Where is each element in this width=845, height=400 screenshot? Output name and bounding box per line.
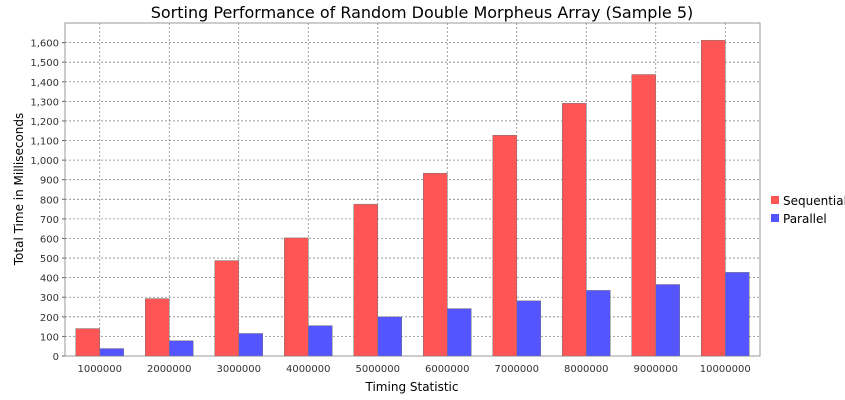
legend-swatch-parallel — [771, 214, 779, 222]
y-tick-label: 1,400 — [30, 78, 59, 89]
y-tick-label: 200 — [40, 313, 59, 324]
x-tick-label: 4000000 — [286, 364, 331, 375]
bar-parallel-1000000 — [99, 348, 124, 357]
legend-label-sequential: Sequential — [783, 194, 845, 208]
x-axis-ticks: 1000000 2000000 3000000 4000000 5000000 60000… — [77, 364, 750, 375]
x-tick-label: 5000000 — [355, 364, 400, 375]
y-tick-label: 1,200 — [30, 117, 59, 128]
x-tick-label: 7000000 — [494, 364, 539, 375]
y-tick-label: 800 — [40, 195, 59, 206]
bar-sequential-1000000 — [75, 328, 100, 357]
y-tick-label: 400 — [40, 274, 59, 285]
y-tick-label: 1,000 — [30, 156, 59, 167]
bar-parallel-6000000 — [447, 308, 472, 357]
bar-parallel-3000000 — [238, 333, 263, 357]
y-tick-label: 1,300 — [30, 97, 59, 108]
y-tick-label: 700 — [40, 215, 59, 226]
x-tick-label: 6000000 — [425, 364, 470, 375]
y-axis-ticks: 0 100 200 300 400 500 600 700 800 900 1,000 1,100 1,… — [30, 39, 65, 363]
bar-sequential-6000000 — [423, 172, 448, 357]
bar-parallel-8000000 — [586, 290, 611, 357]
bars — [75, 39, 750, 357]
bar-sequential-7000000 — [492, 134, 517, 357]
y-tick-label: 900 — [40, 176, 59, 187]
bar-sequential-3000000 — [214, 260, 239, 357]
x-axis-label: Timing Statistic — [365, 380, 459, 394]
bar-sequential-9000000 — [631, 74, 656, 357]
bar-parallel-7000000 — [516, 300, 541, 357]
x-tick-label: 9000000 — [633, 364, 678, 375]
bar-parallel-2000000 — [169, 340, 194, 357]
bar-parallel-4000000 — [308, 325, 333, 357]
legend-swatch-sequential — [771, 196, 779, 204]
bar-sequential-5000000 — [353, 203, 378, 357]
chart-title: Sorting Performance of Random Double Mor… — [151, 3, 694, 22]
y-tick-label: 1,100 — [30, 137, 59, 148]
bar-parallel-9000000 — [655, 284, 680, 357]
x-tick-label: 3000000 — [216, 364, 261, 375]
bar-sequential-8000000 — [562, 103, 587, 357]
x-tick-label: 10000000 — [700, 364, 751, 375]
bar-sequential-10000000 — [701, 39, 726, 357]
bar-sequential-2000000 — [145, 298, 170, 357]
bar-parallel-10000000 — [725, 272, 750, 357]
y-tick-label: 0 — [53, 352, 59, 363]
y-axis-label: Total Time in Milliseconds — [12, 113, 26, 267]
legend-item-parallel: Parallel — [771, 212, 827, 226]
legend-item-sequential: Sequential — [771, 194, 845, 208]
x-tick-label: 2000000 — [147, 364, 192, 375]
y-tick-label: 1,600 — [30, 39, 59, 50]
y-tick-label: 300 — [40, 293, 59, 304]
bar-parallel-5000000 — [377, 316, 402, 357]
y-tick-label: 600 — [40, 234, 59, 245]
legend: Sequential Parallel — [771, 194, 845, 226]
y-tick-label: 100 — [40, 332, 59, 343]
x-tick-label: 8000000 — [564, 364, 609, 375]
legend-label-parallel: Parallel — [783, 212, 827, 226]
y-tick-label: 500 — [40, 254, 59, 265]
y-tick-label: 1,500 — [30, 58, 59, 69]
bar-sequential-4000000 — [284, 237, 309, 357]
x-tick-label: 1000000 — [77, 364, 122, 375]
